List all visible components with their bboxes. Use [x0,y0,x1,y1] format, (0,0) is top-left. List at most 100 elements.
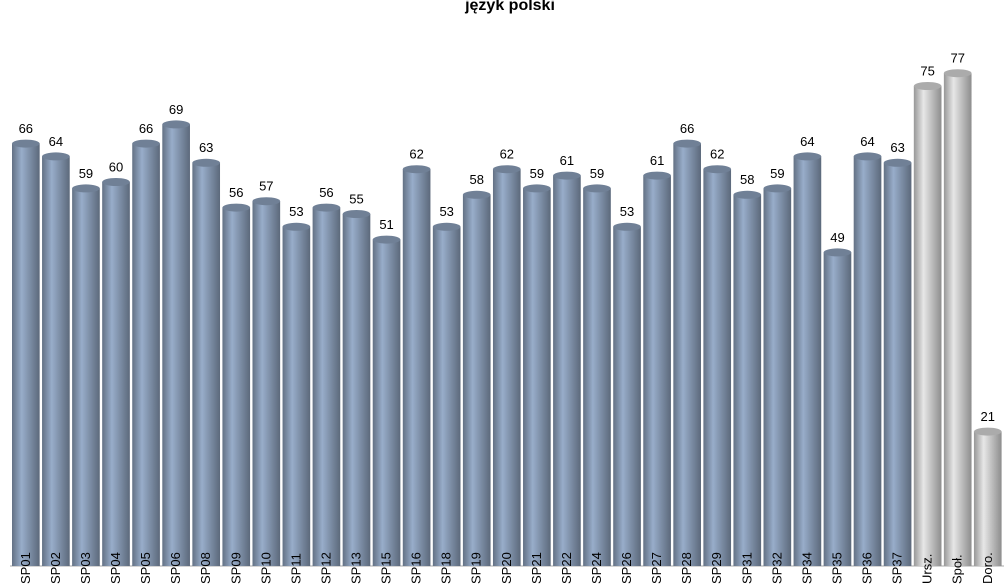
bar-cap [342,210,371,218]
value-label: 53 [439,204,453,219]
bar [583,188,611,566]
x-tick-label: SP35 [829,552,844,584]
x-tick-label: SP06 [168,552,183,584]
bar [222,207,251,566]
value-label: 21 [981,409,995,424]
value-label: 55 [349,191,363,206]
bar-cap [553,171,581,180]
value-label: 75 [920,63,934,78]
x-tick-label: SP32 [769,552,784,584]
x-tick-label: SP01 [18,552,33,584]
value-label: 66 [680,121,694,136]
bar [553,175,581,566]
bar [733,194,762,567]
value-label: 63 [890,140,904,155]
value-label: 62 [710,147,724,162]
value-label: 61 [650,153,664,168]
bar [342,214,371,566]
x-tick-label: SP37 [890,552,905,584]
x-tick-label: SP16 [409,552,424,584]
bar [432,226,461,567]
bar-cap [733,190,762,199]
bar-cap [793,152,822,161]
value-label: 59 [770,166,784,181]
bar-cap [42,152,70,161]
x-tick-label: SP31 [739,552,754,584]
x-tick-label: Doro. [980,552,995,584]
bar [12,143,40,566]
x-tick-label: SP34 [799,552,814,584]
value-label: 49 [830,230,844,245]
bar [823,252,852,566]
bar-cap [282,222,311,231]
bar [192,162,221,567]
bar-cap [492,165,521,174]
bar [252,201,281,566]
bar [643,175,671,566]
value-label: 69 [169,102,183,117]
value-label: 57 [259,179,273,194]
bar [913,86,942,566]
value-label: 56 [229,185,243,200]
bar [72,188,100,566]
value-label: 53 [620,204,634,219]
bar-cap [823,248,852,257]
bar [793,156,822,566]
x-tick-label: SP27 [649,552,664,584]
value-label: 60 [109,159,123,174]
bar [703,169,732,566]
x-tick-label: SP26 [619,552,634,584]
bar-cap [132,139,160,148]
x-tick-label: SP04 [108,552,123,584]
value-label: 59 [590,166,604,181]
value-label: 64 [800,134,814,149]
x-tick-label: SP11 [288,553,303,584]
value-label: 58 [470,172,484,187]
x-tick-label: SP13 [348,552,363,584]
bar-cap [162,120,190,129]
value-label: 62 [409,147,423,162]
bar-cap [703,165,732,174]
x-tick-label: SP24 [589,552,604,584]
bar-cap [252,197,281,206]
bar-cap [372,235,401,244]
x-tick-label: SP22 [559,552,574,584]
bar [282,226,311,567]
value-label: 59 [79,166,93,181]
bar [372,239,401,566]
bar-cap [72,184,100,193]
x-tick-label: SP18 [439,552,454,584]
bar-cap [883,158,912,167]
x-tick-label: SP21 [529,552,544,584]
x-tick-label: Społ. [950,554,965,584]
value-label: 62 [500,147,514,162]
bar [973,431,1002,566]
bar-cap [523,184,551,193]
bar [523,188,551,566]
bar-cap [312,203,341,212]
bar [853,156,882,566]
bar-cap [673,139,701,148]
x-tick-label: SP29 [709,552,724,584]
bar-cap [643,171,671,180]
value-label: 64 [860,134,874,149]
value-label: 58 [740,172,754,187]
value-label: 63 [199,140,213,155]
bar [943,73,972,566]
value-label: 77 [950,51,964,66]
value-label: 66 [139,121,153,136]
bar [162,124,190,567]
bar [492,169,521,566]
bar [673,143,701,566]
bar-cap [222,203,251,212]
bar [613,226,641,567]
x-tick-label: SP10 [258,552,273,584]
bar [132,143,160,566]
bar-cap [913,82,942,90]
bar-cap [192,158,221,167]
value-label: 61 [560,153,574,168]
x-tick-label: SP15 [379,552,394,584]
bar [462,194,491,567]
bar-cap [462,190,491,199]
